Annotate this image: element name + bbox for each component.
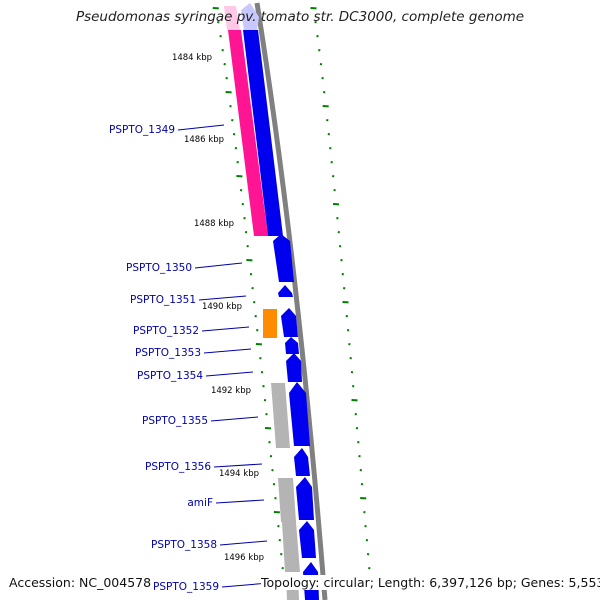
- kbp-ticks: 1484 kbp 1486 kbp 1488 kbp 1490 kbp 1492…: [172, 53, 264, 563]
- label-leaders: [177, 124, 270, 588]
- gene-pspto-1350[interactable]: [273, 234, 294, 282]
- leader-line: [213, 463, 263, 468]
- gene-pspto-1356[interactable]: [294, 448, 310, 476]
- gene-pspto-1358[interactable]: [299, 521, 316, 558]
- leader-line: [201, 326, 250, 332]
- kbp-tick-label: 1496 kbp: [224, 553, 264, 563]
- gene-label[interactable]: PSPTO_1354: [137, 370, 203, 382]
- kbp-tick-label: 1494 kbp: [219, 469, 259, 479]
- gene-pspto-1353[interactable]: [285, 337, 299, 354]
- accession-text: Accession: NC_004578: [9, 575, 152, 590]
- map-title: Pseudomonas syringae pv. tomato str. DC3…: [75, 9, 525, 25]
- leader-line: [210, 416, 259, 422]
- gene-label[interactable]: PSPTO_1358: [151, 539, 217, 551]
- gene-pspto-1354[interactable]: [286, 353, 302, 382]
- leader-line: [205, 371, 254, 377]
- leader-line: [203, 348, 252, 354]
- gene-label[interactable]: amiF: [187, 497, 213, 509]
- leader-line: [219, 540, 268, 546]
- gene-pspto-1352[interactable]: [281, 308, 298, 337]
- gene-label[interactable]: PSPTO_1352: [133, 325, 199, 337]
- kbp-tick-label: 1488 kbp: [194, 219, 234, 229]
- forward-gene[interactable]: [243, 30, 283, 236]
- leader-line: [177, 124, 225, 131]
- gene-amif-grey[interactable]: [278, 478, 296, 522]
- leader-line: [198, 295, 247, 301]
- gene-label[interactable]: PSPTO_1350: [126, 262, 192, 274]
- genome-summary-text: Topology: circular; Length: 6,397,126 bp…: [261, 575, 600, 590]
- gene-pspto-1355[interactable]: [289, 382, 310, 446]
- rna-gene-highlight: [224, 6, 240, 30]
- gc-skew-inner: [212, 7, 286, 584]
- gene-amif[interactable]: [296, 477, 314, 520]
- gene-pspto-1358-grey[interactable]: [282, 522, 300, 572]
- kbp-tick-label: 1492 kbp: [211, 386, 251, 396]
- gc-skew-outer: [310, 7, 372, 584]
- kbp-tick-label: 1490 kbp: [202, 302, 242, 312]
- gene-pspto-1351[interactable]: [278, 285, 293, 297]
- gene-label[interactable]: PSPTO_1359: [153, 581, 219, 593]
- rna-gene[interactable]: [228, 30, 268, 236]
- gene-label[interactable]: PSPTO_1355: [142, 415, 208, 427]
- backbone-line: [254, 2, 328, 600]
- kbp-tick-label: 1484 kbp: [172, 53, 212, 63]
- leader-line: [215, 499, 265, 504]
- gene-label[interactable]: PSPTO_1349: [109, 124, 175, 136]
- gene-pspto-1355-grey[interactable]: [271, 383, 290, 448]
- gene-labels: PSPTO_1349 PSPTO_1350 PSPTO_1351 PSPTO_1…: [109, 124, 219, 593]
- leader-line: [194, 262, 243, 269]
- gene-label[interactable]: PSPTO_1356: [145, 461, 211, 473]
- kbp-tick-label: 1486 kbp: [184, 135, 224, 145]
- forward-gene-highlight: [241, 3, 259, 30]
- gene-label[interactable]: PSPTO_1353: [135, 347, 201, 359]
- gene-label[interactable]: PSPTO_1351: [130, 294, 196, 306]
- gene-pspto-1352-orange[interactable]: [263, 309, 277, 338]
